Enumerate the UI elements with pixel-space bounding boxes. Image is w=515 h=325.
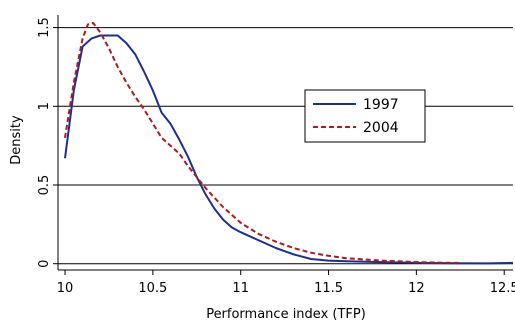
series-line-2004 <box>64 21 461 264</box>
x-tick-label-4: 12 <box>408 281 425 296</box>
legend-label-1997: 1997 <box>363 97 399 113</box>
series-line-1997 <box>64 34 514 265</box>
y-tick-label-2: 1 <box>37 102 52 110</box>
x-tick-label-2: 11 <box>232 281 249 296</box>
x-tick-label-1: 10.5 <box>138 281 167 296</box>
legend-label-2004: 2004 <box>363 120 399 136</box>
tick-labels: 00.511.510 10.5 11 11.5 12 12.5 <box>37 17 515 296</box>
legend-box <box>304 89 426 143</box>
series-layer <box>64 21 514 265</box>
y-tick-label-1: 0.5 <box>37 175 52 196</box>
x-tick-label-0: 10 <box>57 281 74 296</box>
legend: 1997 2004 <box>304 89 426 143</box>
y-tick-label-0: 0 <box>37 260 52 268</box>
gridlines <box>58 27 513 265</box>
axes <box>57 15 513 271</box>
x-tick-label-3: 11.5 <box>314 281 343 296</box>
y-axis-title: Density <box>9 115 24 165</box>
x-tick-label-5: 12.5 <box>490 281 515 296</box>
y-tick-label-3: 1.5 <box>37 17 52 38</box>
x-axis-title: Performance index (TFP) <box>206 307 366 322</box>
